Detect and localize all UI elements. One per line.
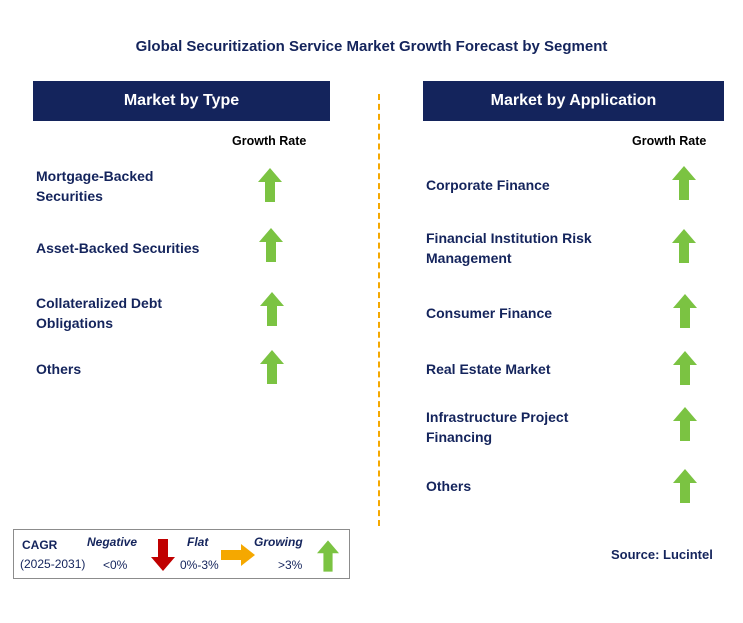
arrow-up-icon [673,351,697,385]
arrow-down-icon [151,539,175,571]
type-item-label: Asset-Backed Securities [36,240,200,256]
application-item-label: Consumer Finance [426,305,553,321]
legend-negative-label: Negative [87,535,138,549]
arrow-right-icon [221,544,255,566]
arrow-up-icon [672,229,696,263]
panel-divider [378,94,380,526]
legend-growing-label: Growing [254,535,303,549]
arrow-up-icon [260,292,284,326]
legend-period: (2025-2031) [20,557,86,571]
application-item-label: Corporate Finance [426,177,550,193]
cagr-legend: CAGR (2025-2031) Negative <0% Flat 0%-3%… [13,529,350,579]
arrow-up-icon [258,168,282,202]
application-item-label: Financial Institution Risk Management [426,230,592,266]
legend-negative-range: <0% [103,558,128,572]
type-item-label: Others [36,361,82,377]
application-item-label: Real Estate Market [426,361,551,377]
type-growth-rate-label: Growth Rate [232,134,307,148]
legend-growing-range: >3% [278,558,303,572]
type-item-label: Collateralized Debt Obligations [36,295,163,331]
application-panel-header: Market by Application [423,81,724,121]
legend-flat-range: 0%-3% [180,558,219,572]
arrow-up-icon [317,540,339,572]
legend-flat-label: Flat [187,535,209,549]
arrow-up-icon [673,469,697,503]
arrow-up-icon [260,350,284,384]
arrow-up-icon [673,407,697,441]
application-growth-rate-label: Growth Rate [632,134,707,148]
arrow-up-icon [672,166,696,200]
chart-title: Global Securitization Service Market Gro… [135,38,608,55]
source-note: Source: Lucintel [611,547,713,562]
legend-cagr-label: CAGR [22,538,58,552]
arrow-up-icon [673,294,697,328]
application-item-label: Others [426,478,472,494]
application-item-label: Infrastructure Project Financing [426,409,569,445]
type-panel-header: Market by Type [33,81,330,121]
arrow-up-icon [259,228,283,262]
type-item-label: Mortgage-Backed Securities [36,168,154,204]
